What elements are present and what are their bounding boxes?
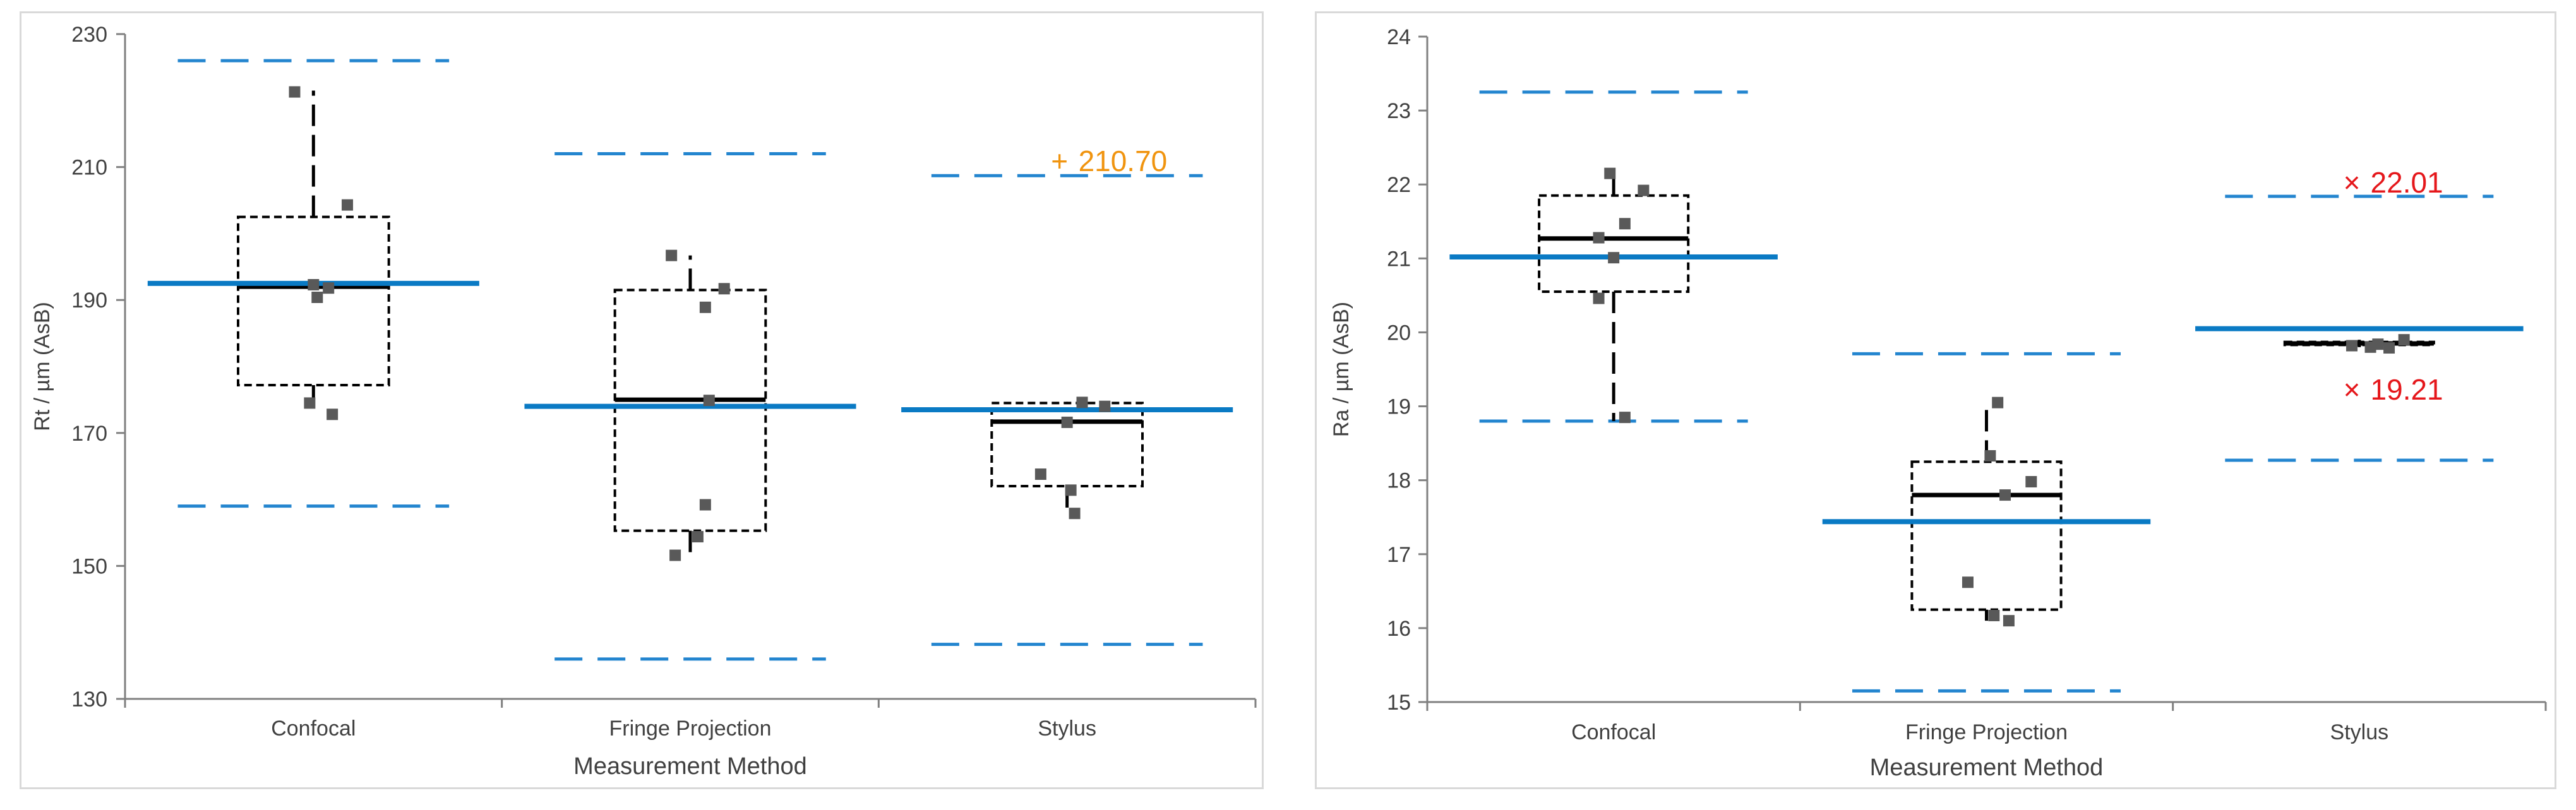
data-point [2364,341,2376,353]
data-point [308,278,320,290]
chart-panel-rt: 130 150 170 190 210 230 Confocal Fringe Project… [20,11,1264,789]
y-tick-label: 170 [71,422,107,446]
y-tick-label: 19 [1387,395,1411,419]
data-point [699,301,711,313]
y-tick-label: 190 [71,289,107,313]
x-category-label: Confocal [1571,720,1656,744]
x-category-label: Stylus [2330,720,2389,744]
x-axis-title: Measurement Method [1870,754,2104,781]
x-category-label: Stylus [1038,717,1096,741]
data-point [1992,396,2004,408]
outlier-marker: + [1051,145,1068,177]
outlier-value-label: 22.01 [2371,166,2443,199]
y-tick-label: 22 [1387,173,1411,197]
data-point [692,531,704,543]
data-point [2398,334,2410,346]
data-point [2003,615,2015,627]
outlier-marker: × [2344,166,2361,199]
y-axis-title: Ra / µm (AsB) [1329,302,1353,437]
data-point [1061,416,1073,428]
x-category-label: Fringe Projection [609,717,771,741]
y-tick-label: 18 [1387,469,1411,493]
y-tick-label: 17 [1387,543,1411,567]
data-point [342,199,354,211]
data-point [311,291,323,303]
y-tick-label: 16 [1387,617,1411,641]
rt-box-chart: 130 150 170 190 210 230 Confocal Fringe Project… [30,23,1257,780]
data-point [2025,476,2037,488]
y-tick-label: 150 [71,554,107,578]
data-point [703,395,715,407]
y-axis-title: Rt / µm (AsB) [30,302,54,431]
data-point [669,549,681,561]
data-point [1999,489,2011,501]
data-point [289,86,301,98]
y-tick-label: 23 [1387,99,1411,123]
ra-box-chart: 15 16 17 18 19 20 21 22 23 24 Confocal Fringe Proje… [1329,25,2547,781]
y-tick-label: 230 [71,23,107,47]
y-tick-label: 20 [1387,321,1411,345]
data-point [1604,167,1616,179]
y-tick-label: 210 [71,156,107,180]
chart-panel-ra: 15 16 17 18 19 20 21 22 23 24 Confocal Fringe Proje… [1315,11,2556,789]
data-point [1608,252,1620,264]
data-point [1593,292,1605,304]
x-category-label: Confocal [271,717,356,741]
y-tick-label: 15 [1387,691,1411,715]
data-point [1988,609,2000,621]
data-point [323,282,335,294]
iqr-box [1538,194,1690,294]
iqr-box [613,289,767,532]
outlier-marker: × [2344,373,2361,406]
data-point [1619,218,1631,230]
y-tick-label: 24 [1387,25,1411,49]
data-point [326,408,338,420]
data-point [718,283,730,295]
data-point [1076,396,1088,408]
iqr-box [1910,460,2063,611]
data-point [1593,232,1605,244]
data-point [1619,412,1631,424]
data-point [2383,342,2395,354]
data-point [1638,184,1650,196]
iqr-box [990,402,1144,488]
x-axis-title: Measurement Method [573,753,807,780]
data-point [2346,340,2358,352]
data-point [1034,468,1046,480]
y-tick-label: 21 [1387,247,1411,271]
outlier-value-label: 19.21 [2371,373,2443,406]
data-point [666,249,678,261]
outlier-value-label: 210.70 [1079,145,1168,177]
y-tick-label: 130 [71,688,107,712]
data-point [1962,576,1974,588]
data-point [1069,508,1081,520]
data-point [1065,484,1077,496]
data-point [1984,450,1996,462]
data-point [304,397,316,409]
data-point [699,499,711,511]
x-category-label: Fringe Projection [1905,720,2068,744]
data-point [1099,400,1111,412]
